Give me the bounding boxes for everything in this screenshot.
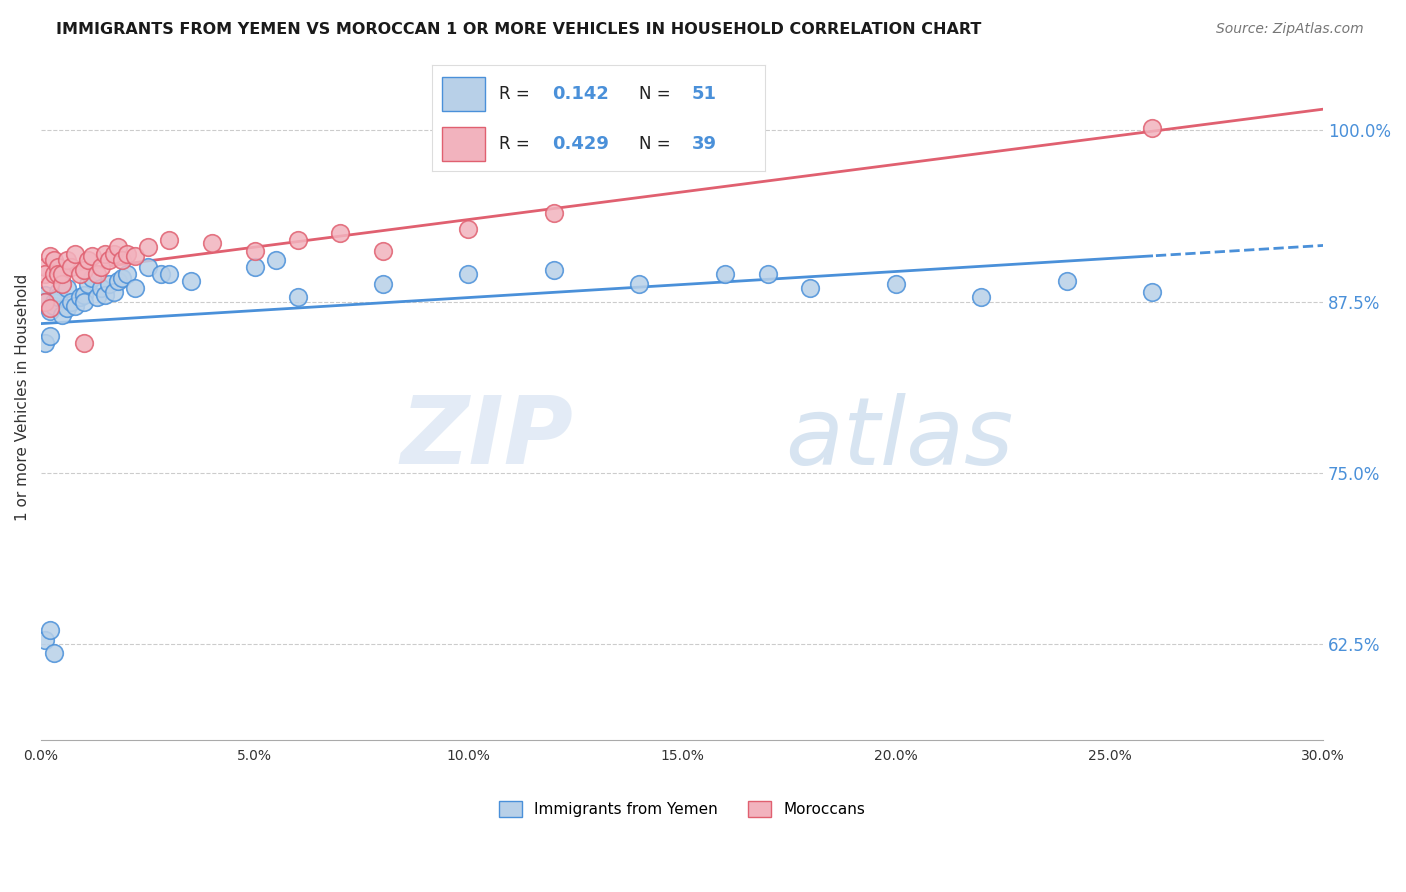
Point [82, 249, 104, 263]
Point [157, 267, 180, 281]
Point [1140, 285, 1163, 299]
Point [73, 335, 96, 350]
Point [51, 267, 73, 281]
Point [73, 263, 96, 277]
Point [77, 277, 100, 291]
Point [73, 294, 96, 309]
Point [287, 233, 309, 247]
Point [287, 290, 309, 304]
Point [46, 267, 69, 281]
Point [34, 267, 56, 281]
Point [103, 246, 125, 260]
Point [90, 281, 112, 295]
Text: IMMIGRANTS FROM YEMEN VS MOROCCAN 1 OR MORE VEHICLES IN HOUSEHOLD CORRELATION CH: IMMIGRANTS FROM YEMEN VS MOROCCAN 1 OR M… [56, 22, 981, 37]
Point [60, 260, 83, 275]
Point [543, 263, 565, 277]
Point [55, 281, 77, 295]
Point [1056, 274, 1078, 288]
Point [799, 281, 821, 295]
Point [124, 281, 146, 295]
Point [136, 240, 159, 254]
Point [628, 277, 651, 291]
Point [38, 328, 60, 343]
Point [543, 205, 565, 219]
Point [60, 294, 83, 309]
Point [34, 294, 56, 309]
Point [264, 253, 287, 268]
Point [970, 290, 993, 304]
Point [34, 632, 56, 647]
Point [111, 253, 134, 268]
Point [180, 274, 202, 288]
Point [51, 277, 73, 291]
Point [457, 267, 479, 281]
Point [243, 260, 266, 275]
Point [329, 226, 352, 240]
Text: Source: ZipAtlas.com: Source: ZipAtlas.com [1216, 22, 1364, 37]
Point [243, 244, 266, 258]
Point [115, 246, 138, 260]
Point [42, 267, 65, 281]
Point [38, 249, 60, 263]
Y-axis label: 1 or more Vehicles in Household: 1 or more Vehicles in Household [15, 274, 30, 521]
Point [46, 260, 69, 275]
Point [38, 623, 60, 637]
Point [42, 299, 65, 313]
Point [73, 287, 96, 301]
Text: atlas: atlas [785, 392, 1012, 484]
Point [38, 277, 60, 291]
Point [756, 267, 779, 281]
Point [34, 294, 56, 309]
Point [65, 299, 87, 313]
Point [42, 294, 65, 309]
Point [69, 290, 91, 304]
Point [149, 267, 172, 281]
Point [90, 260, 112, 275]
Point [46, 285, 69, 299]
Point [884, 277, 907, 291]
Point [371, 244, 394, 258]
Point [77, 253, 100, 268]
Point [103, 285, 125, 299]
Point [457, 222, 479, 236]
Text: ZIP: ZIP [401, 392, 574, 484]
Legend: Immigrants from Yemen, Moroccans: Immigrants from Yemen, Moroccans [492, 795, 872, 823]
Point [42, 253, 65, 268]
Point [136, 260, 159, 275]
Point [46, 290, 69, 304]
Point [38, 304, 60, 318]
Point [157, 233, 180, 247]
Point [55, 301, 77, 316]
Point [34, 287, 56, 301]
Point [107, 240, 129, 254]
Point [55, 253, 77, 268]
Point [69, 267, 91, 281]
Point [65, 246, 87, 260]
Point [86, 267, 108, 281]
Point [124, 249, 146, 263]
Point [51, 308, 73, 322]
Point [201, 235, 224, 250]
Point [82, 271, 104, 285]
Point [34, 335, 56, 350]
Point [111, 271, 134, 285]
Point [51, 277, 73, 291]
Point [98, 253, 121, 268]
Point [38, 301, 60, 316]
Point [1140, 120, 1163, 135]
Point [42, 646, 65, 660]
Point [107, 274, 129, 288]
Point [34, 260, 56, 275]
Point [86, 290, 108, 304]
Point [714, 267, 737, 281]
Point [94, 287, 117, 301]
Point [115, 267, 138, 281]
Point [98, 277, 121, 291]
Point [371, 277, 394, 291]
Point [94, 246, 117, 260]
Point [38, 301, 60, 316]
